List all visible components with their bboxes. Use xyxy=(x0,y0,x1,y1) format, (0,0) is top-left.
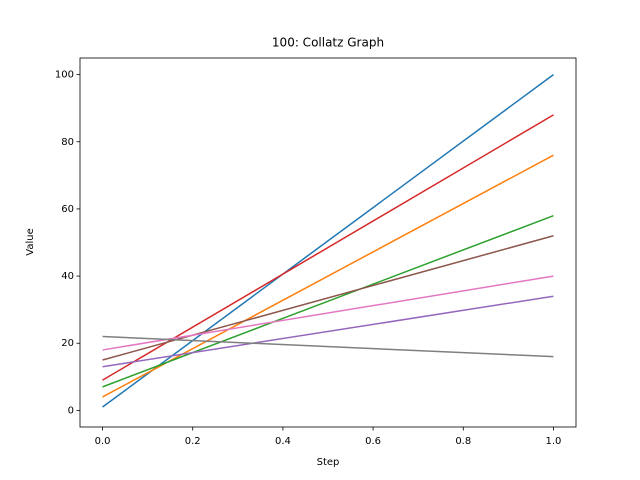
series-line xyxy=(102,74,554,408)
y-tick-label: 20 xyxy=(61,338,74,349)
x-tick-label: 0.4 xyxy=(275,436,291,447)
series-line xyxy=(102,214,554,388)
chart-title: 100: Collatz Graph xyxy=(272,36,384,50)
y-tick-label: 80 xyxy=(61,137,74,148)
series-line xyxy=(102,295,554,368)
x-tick-label: 0.0 xyxy=(95,436,111,447)
series-line xyxy=(102,154,554,398)
x-tick-label: 0.2 xyxy=(185,436,201,447)
plot-frame xyxy=(79,57,577,428)
series-line xyxy=(102,114,554,381)
y-axis-label: Value xyxy=(25,228,36,255)
y-tick-label: 100 xyxy=(55,70,74,81)
x-tick-label: 0.6 xyxy=(365,436,381,447)
y-tick-label: 40 xyxy=(61,271,74,282)
series-line xyxy=(102,335,554,358)
y-tick-label: 60 xyxy=(61,204,74,215)
x-tick-label: 0.8 xyxy=(455,436,471,447)
x-tick-label: 1.0 xyxy=(546,436,562,447)
y-tick-label: 0 xyxy=(68,405,74,416)
x-axis-label: Step xyxy=(317,457,340,468)
series-line xyxy=(102,275,554,351)
